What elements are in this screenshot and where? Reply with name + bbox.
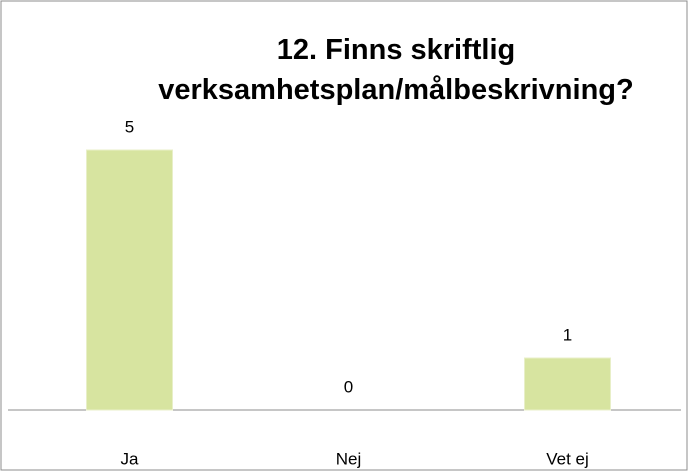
x-tick-label: Vet ej [546,449,589,468]
bar [86,149,173,411]
x-tick-label: Ja [121,449,140,468]
data-label: 0 [344,377,353,396]
chart-title: 12. Finns skriftlig verksamhetsplan/målb… [158,34,634,106]
bar [524,357,611,411]
data-label: 5 [125,117,134,136]
data-label: 1 [563,325,572,344]
x-tick-label: Nej [336,449,362,468]
